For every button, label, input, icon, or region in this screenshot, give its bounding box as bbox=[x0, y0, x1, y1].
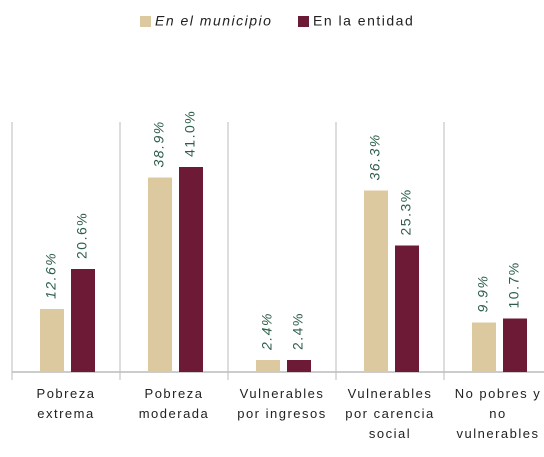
legend-swatch bbox=[298, 16, 309, 27]
bar bbox=[179, 167, 203, 372]
legend-label: En el municipio bbox=[155, 13, 272, 29]
x-tick-label: Vulnerables por carencia social bbox=[345, 386, 435, 441]
bar bbox=[364, 190, 388, 372]
bar bbox=[256, 360, 280, 372]
bar bbox=[395, 245, 419, 372]
legend-label: En la entidad bbox=[313, 13, 414, 29]
value-label: 12.6% bbox=[43, 252, 59, 299]
value-label: 20.6% bbox=[74, 212, 90, 259]
x-tick-label: No pobres y no vulnerables bbox=[454, 386, 542, 441]
value-label: 9.9% bbox=[475, 275, 491, 313]
bar bbox=[503, 318, 527, 372]
value-label: 41.0% bbox=[182, 110, 198, 157]
value-label: 36.3% bbox=[367, 133, 383, 180]
bar bbox=[40, 309, 64, 372]
value-label: 2.4% bbox=[290, 312, 306, 350]
value-label: 38.9% bbox=[151, 120, 167, 167]
value-label: 10.7% bbox=[506, 261, 522, 308]
x-tick-label: Vulnerables por ingresos bbox=[237, 386, 327, 421]
bar bbox=[148, 177, 172, 372]
x-tick-label: Pobreza extrema bbox=[36, 386, 96, 421]
bar bbox=[71, 269, 95, 372]
value-label: 2.4% bbox=[259, 312, 275, 351]
x-tick-label: Pobreza moderada bbox=[138, 386, 210, 421]
value-label: 25.3% bbox=[398, 188, 414, 235]
legend-swatch bbox=[140, 16, 151, 27]
bar bbox=[287, 360, 311, 372]
bar bbox=[472, 322, 496, 372]
